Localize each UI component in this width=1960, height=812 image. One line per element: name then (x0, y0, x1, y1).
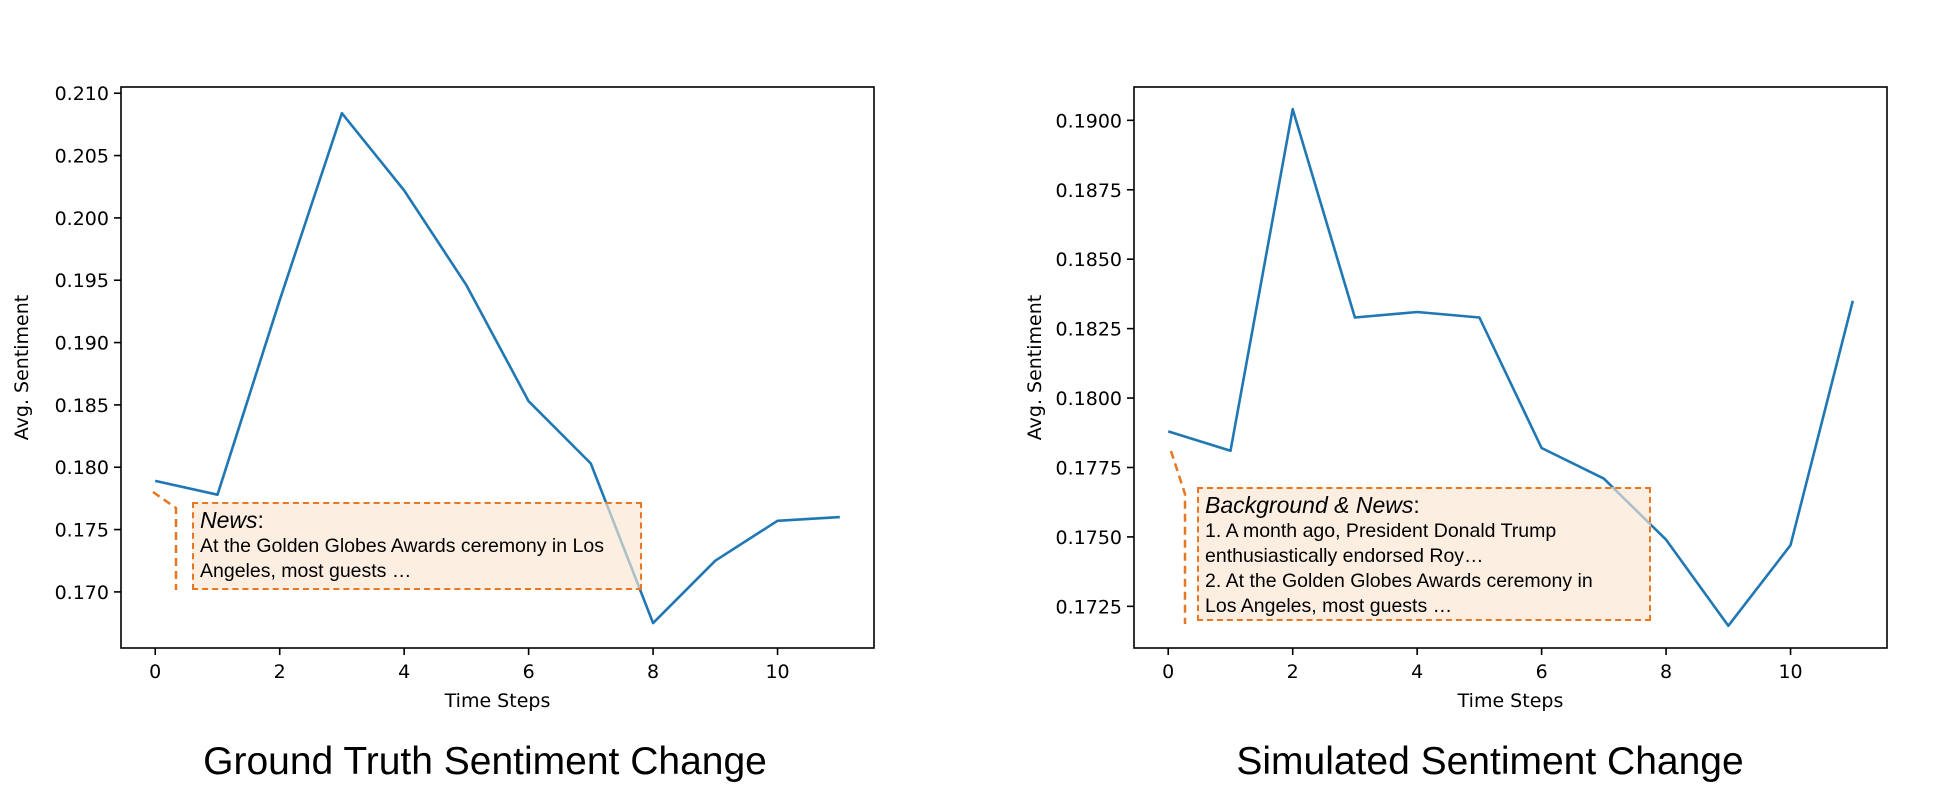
y-axis-label: Avg. Sentiment (1024, 295, 1046, 440)
news-annotation-box: News: At the Golden Globes Awards ceremo… (192, 502, 642, 590)
simulated-caption: Simulated Sentiment Change (1236, 740, 1744, 783)
ground-truth-chart: 0 2 4 6 8 10 0.170 0.175 0.180 0.185 0.190 0.195 0.2… (11, 83, 875, 712)
y-tick-label: 0.1800 (1056, 388, 1122, 410)
annotation-line: Los Angeles, most guests … (1205, 595, 1453, 617)
y-tick-label: 0.190 (55, 333, 109, 355)
x-tick-label: 8 (1660, 661, 1672, 683)
series-line (154, 111, 840, 625)
annotation-leader-line (152, 490, 178, 590)
y-tick-label: 0.1725 (1056, 596, 1122, 618)
y-tick-label: 0.170 (55, 582, 109, 604)
y-tick-label: 0.1900 (1056, 110, 1122, 132)
annotation-label: Background & News (1205, 492, 1414, 518)
x-tick-label: 8 (647, 661, 659, 683)
annotation-heading: Background & News: (1205, 492, 1643, 519)
x-tick-label: 2 (1287, 661, 1299, 683)
x-tick-label: 10 (1778, 661, 1802, 683)
x-tick-label: 6 (523, 661, 535, 683)
y-tick-label: 0.200 (55, 208, 109, 230)
y-tick-label: 0.210 (55, 83, 109, 105)
annotation-line: Angeles, most guests … (200, 560, 412, 582)
annotation-colon: : (257, 507, 264, 533)
series-line (1167, 107, 1855, 628)
annotation-line: 1. A month ago, President Donald Trump (1205, 520, 1557, 542)
annotation-label: News (200, 507, 258, 533)
y-tick-label: 0.1750 (1056, 527, 1122, 549)
y-axis-label: Avg. Sentiment (11, 295, 33, 440)
simulated-chart: 0 2 4 6 8 10 0.1725 0.1750 0.1775 0.1800 0.1825 0.1… (1024, 86, 1888, 712)
y-tick-label: 0.195 (55, 270, 109, 292)
x-tick-label: 6 (1536, 661, 1548, 683)
y-tick-label: 0.1875 (1056, 180, 1122, 202)
x-tick-label: 0 (149, 661, 161, 683)
x-axis-label: Time Steps (444, 690, 551, 712)
annotation-heading: News: (200, 507, 634, 534)
y-tick-label: 0.180 (55, 457, 109, 479)
y-tick-label: 0.1825 (1056, 319, 1122, 341)
annotation-leader-line (1169, 450, 1187, 624)
y-tick-label: 0.1850 (1056, 249, 1122, 271)
annotation-colon: : (1413, 492, 1420, 518)
x-axis-label: Time Steps (1457, 690, 1564, 712)
background-news-annotation-box: Background & News: 1. A month ago, Presi… (1197, 487, 1651, 621)
y-tick-label: 0.1775 (1056, 457, 1122, 479)
y-tick-label: 0.175 (55, 520, 109, 542)
ground-truth-caption: Ground Truth Sentiment Change (203, 740, 767, 783)
x-tick-label: 0 (1162, 661, 1174, 683)
x-tick-label: 2 (274, 661, 286, 683)
y-tick-label: 0.185 (55, 395, 109, 417)
axes-frame (1133, 86, 1888, 649)
x-tick-label: 4 (398, 661, 410, 683)
annotation-line: At the Golden Globes Awards ceremony in … (200, 535, 604, 557)
x-tick-label: 4 (1411, 661, 1423, 683)
axes-frame (120, 86, 875, 649)
annotation-line: 2. At the Golden Globes Awards ceremony … (1205, 570, 1593, 592)
annotation-line: enthusiastically endorsed Roy… (1205, 545, 1484, 567)
y-tick-label: 0.205 (55, 146, 109, 168)
x-tick-label: 10 (765, 661, 789, 683)
